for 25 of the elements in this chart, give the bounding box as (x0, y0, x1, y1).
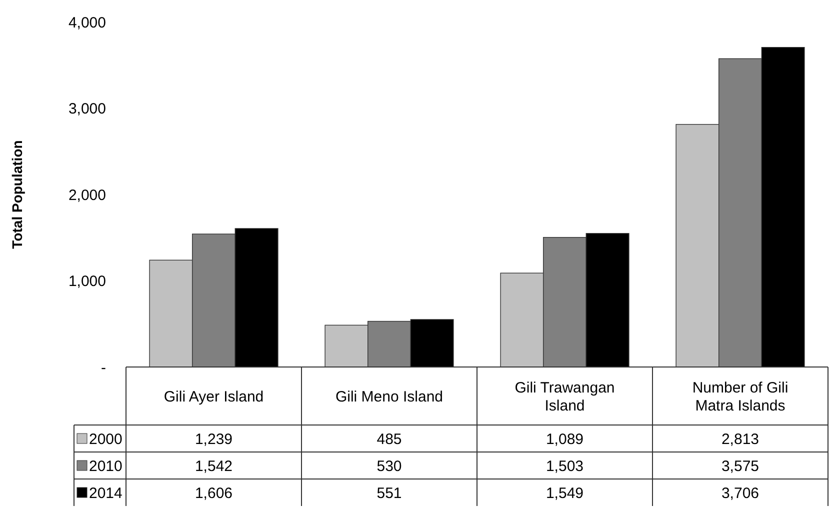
legend-label: 2000 (89, 430, 122, 448)
x-tick-label: Gili Trawangan Island (514, 379, 615, 414)
data-label: 1,089 (546, 430, 584, 448)
y-tick-label: 2,000 (68, 186, 106, 204)
y-axis-title: Total Population (9, 140, 25, 249)
data-label: 485 (376, 430, 402, 448)
data-label: 530 (376, 458, 402, 475)
data-label: 2,813 (721, 430, 760, 448)
data-label: 1,542 (194, 458, 233, 475)
y-tick-label: 3,000 (68, 100, 106, 118)
legend-label: 2010 (89, 458, 122, 475)
legend-label: 2014 (89, 484, 122, 502)
x-tick-label: Gili Ayer Island (164, 388, 264, 406)
data-label: 1,239 (194, 430, 233, 448)
y-tick-label: 4,000 (68, 14, 106, 32)
y-tick-label: 1,000 (68, 273, 106, 290)
x-tick-label: Number of Gili Matra Islands (692, 379, 788, 414)
data-label: 1,503 (546, 458, 584, 475)
data-label: 1,549 (546, 484, 584, 502)
data-label: 3,575 (721, 458, 760, 475)
y-tick-label: - (101, 359, 106, 376)
data-label: 551 (376, 484, 402, 502)
x-tick-label: Gili Meno Island (335, 388, 444, 406)
data-label: 1,606 (194, 484, 233, 502)
data-label: 3,706 (721, 484, 760, 502)
